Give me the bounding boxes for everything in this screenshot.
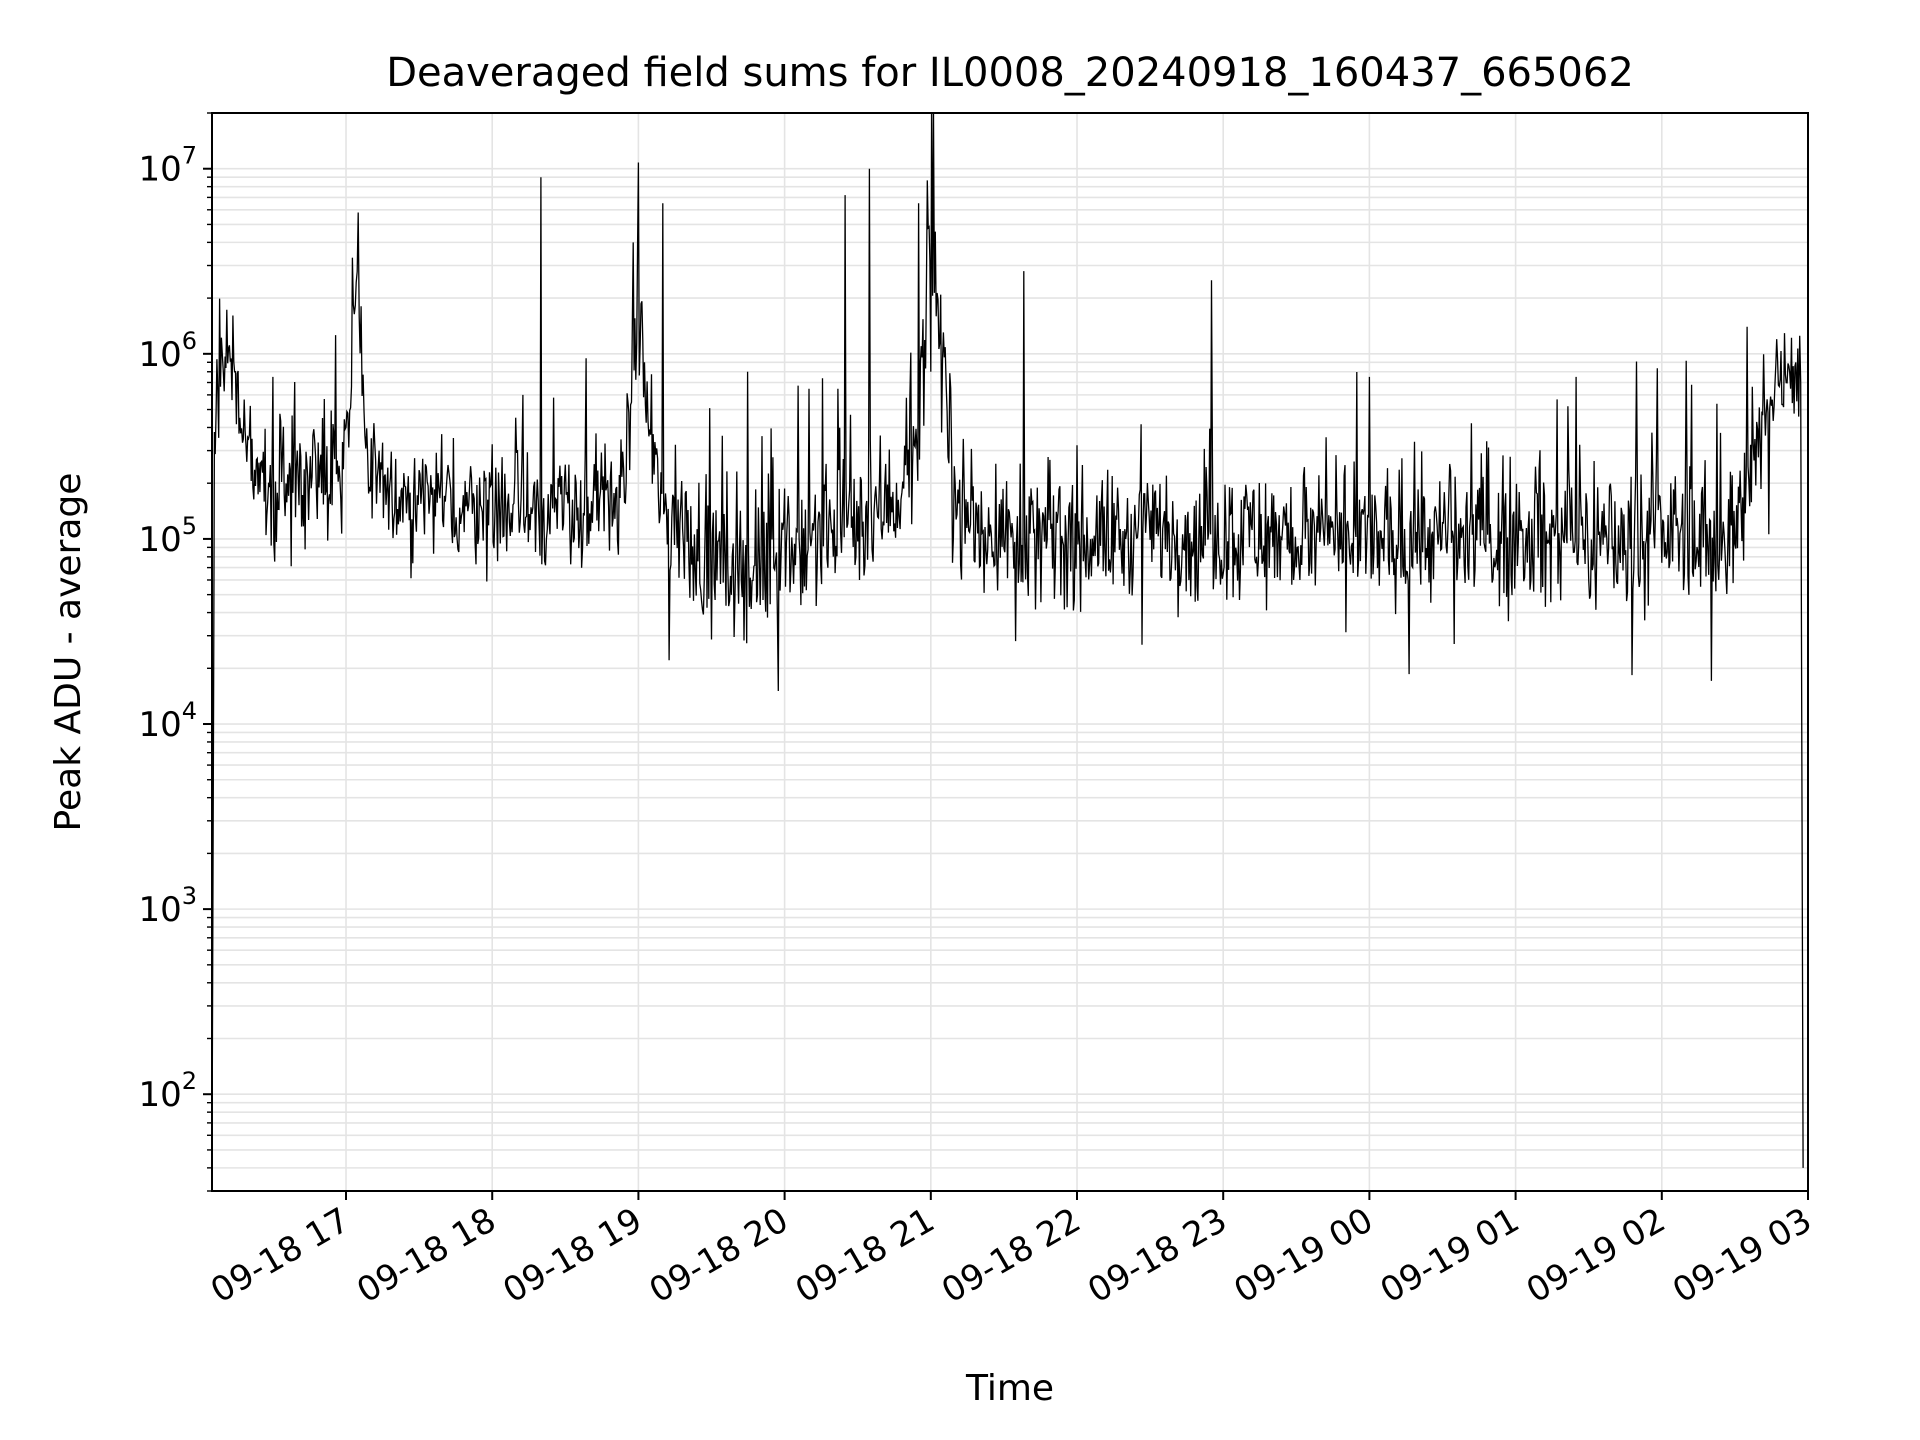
y-tick-label: 103 bbox=[138, 882, 197, 930]
y-tick-label: 105 bbox=[138, 512, 197, 560]
grid bbox=[212, 112, 1809, 1192]
y-tick-label: 107 bbox=[138, 142, 197, 190]
series-line-group bbox=[211, 112, 1804, 1168]
series-line bbox=[211, 112, 1804, 1168]
chart-title: Deaveraged field sums for IL0008_2024091… bbox=[386, 50, 1634, 96]
y-axis-label: Peak ADU - average bbox=[48, 473, 89, 832]
x-axis-label: Time bbox=[965, 1368, 1054, 1409]
y-tick-label: 104 bbox=[138, 697, 197, 745]
y-axis: 102 103 104 105 106 107 bbox=[138, 112, 212, 1192]
y-tick-label: 106 bbox=[138, 327, 197, 375]
y-tick-label: 102 bbox=[138, 1067, 197, 1115]
plot-frame bbox=[211, 112, 1809, 1192]
